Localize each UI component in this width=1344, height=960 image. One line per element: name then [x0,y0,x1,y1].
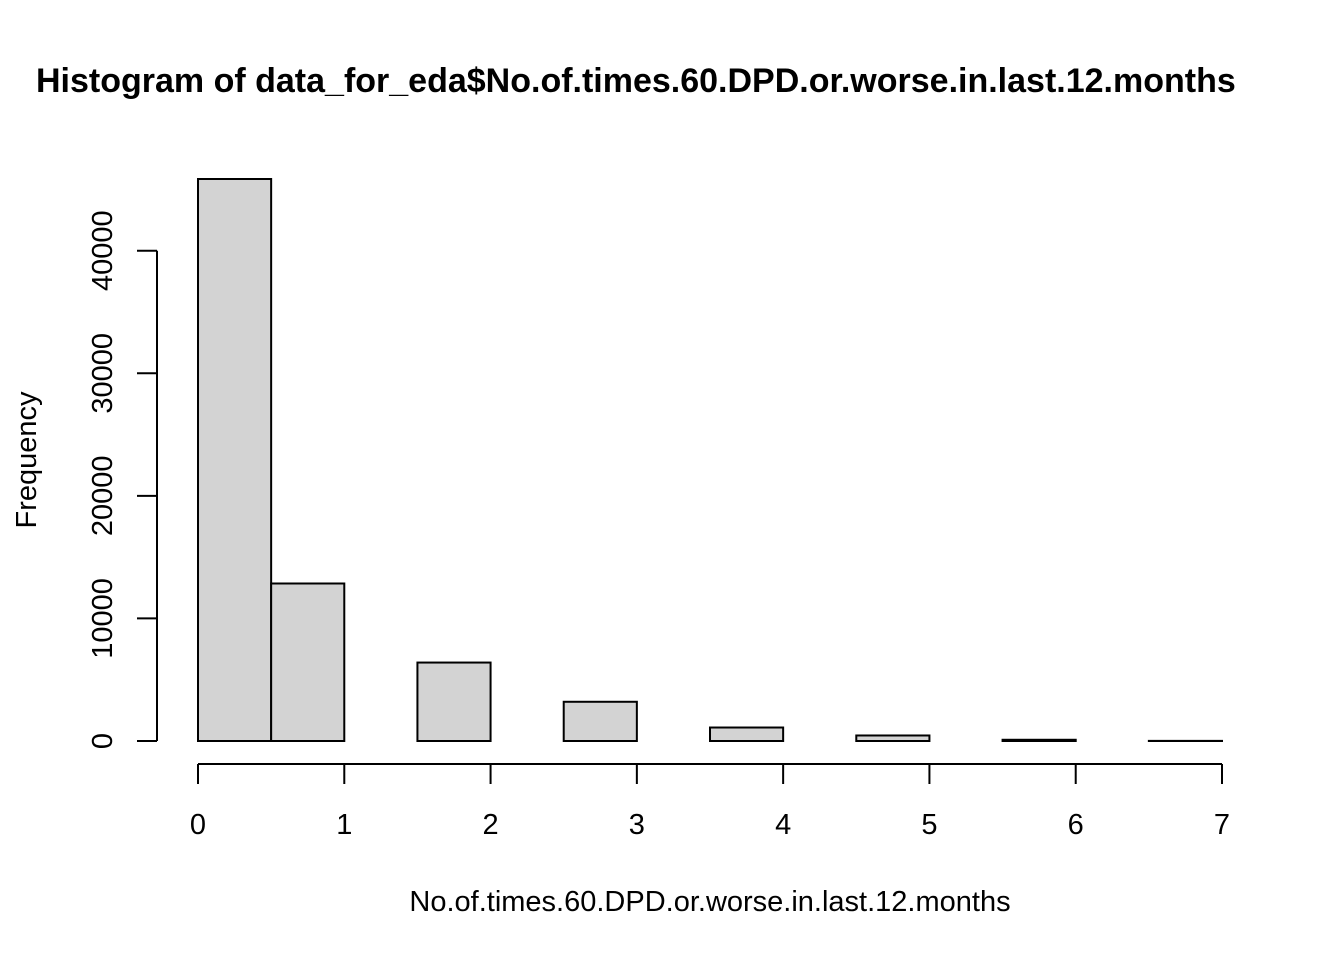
x-tick-label: 3 [629,809,645,841]
histogram-bar [709,726,785,743]
y-tick-label: 20000 [87,456,119,537]
x-axis-label: No.of.times.60.DPD.or.worse.in.last.12.m… [409,886,1010,918]
x-tick-label: 6 [1068,809,1084,841]
x-tick-label: 5 [921,809,937,841]
x-tick-label: 7 [1214,809,1230,841]
x-axis: 0 1 2 3 4 5 6 7 [190,763,1230,841]
histogram-bar [270,582,346,743]
histogram-bar [1001,738,1077,743]
histogram-bar [562,700,638,742]
y-tick-label: 40000 [87,210,119,291]
x-tick-label: 0 [190,809,206,841]
y-tick-label: 10000 [87,578,119,659]
y-tick-label: 30000 [87,333,119,414]
y-axis: 0 10000 20000 30000 40000 [87,210,158,749]
x-tick-label: 1 [336,809,352,841]
histogram-bar [855,734,931,743]
histogram-bar [197,178,273,742]
y-axis-label: Frequency [11,391,43,529]
x-tick-label: 2 [483,809,499,841]
y-tick-label: 0 [87,733,119,749]
x-tick-label: 4 [775,809,791,841]
histogram-bar [416,661,492,743]
bars-group [197,178,1224,743]
chart-title: Histogram of data_for_eda$No.of.times.60… [36,62,1236,100]
